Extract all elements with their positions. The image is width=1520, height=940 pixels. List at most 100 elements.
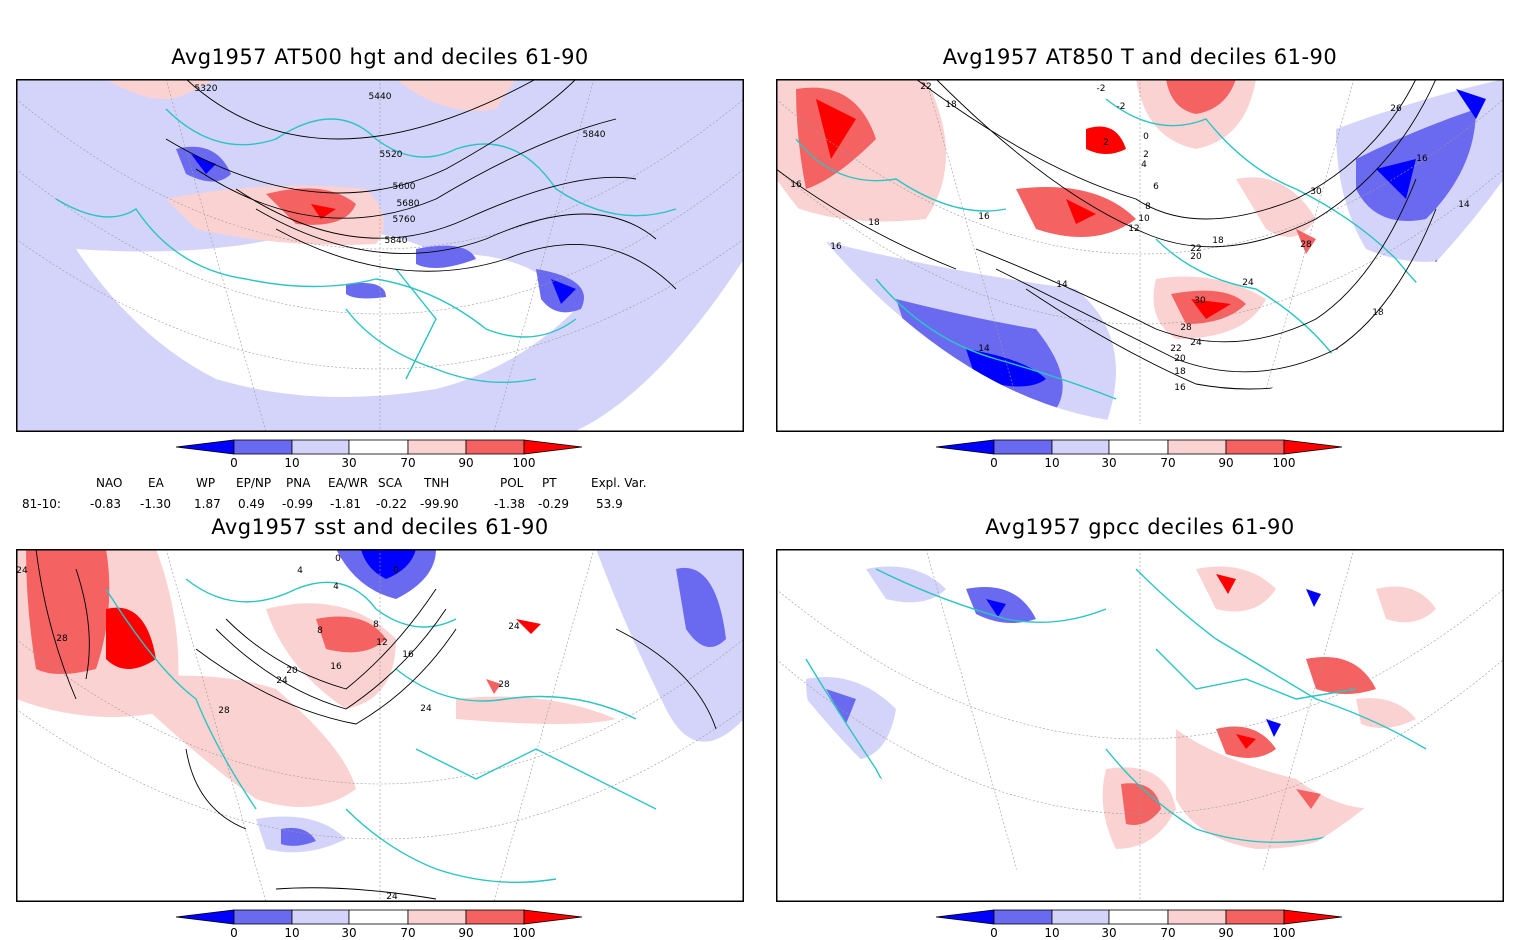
svg-text:4: 4 [297,566,303,576]
decile-field [1066,199,1096,224]
contour-label: 5840 [583,130,606,140]
colorbar-tick-label: 70 [1160,926,1175,940]
index-header: POL [500,476,524,490]
colorbar-tick-label: 70 [400,456,415,470]
colorbar-segment [407,909,467,925]
svg-text:16: 16 [830,242,842,252]
svg-text:18: 18 [1372,308,1384,318]
colorbar-segment [523,439,583,455]
colorbar-segment [233,439,293,455]
svg-text:28: 28 [1300,240,1312,250]
colorbar-segment [993,909,1053,925]
colorbar-segment [935,909,995,925]
colorbar-segment [175,439,235,455]
decile-field [281,827,316,846]
decile-field [26,549,110,674]
colorbar-t850: 0 10 30 70 90 100 [935,439,1343,470]
svg-text:22: 22 [1170,344,1181,354]
svg-text:16: 16 [1416,154,1428,164]
svg-text:14: 14 [978,344,990,354]
svg-text:14: 14 [1458,200,1470,210]
svg-text:8: 8 [317,626,323,636]
decile-field [486,679,501,694]
colorbar-segment [348,909,409,925]
svg-text:12: 12 [376,638,387,648]
decile-field [316,616,386,653]
index-header: NAO [96,476,123,490]
colorbar-tick-label: 100 [513,926,536,940]
svg-text:14: 14 [1434,260,1446,270]
index-value: -0.99 [282,497,314,511]
decile-field [106,79,216,99]
colorbar-tick-label: 0 [990,456,998,470]
colorbar-tick-label: 10 [284,926,299,940]
svg-text:18: 18 [1334,348,1346,358]
decile-field [346,282,386,299]
coastlines [805,568,1427,844]
temperature-contours [776,79,1467,390]
svg-text:24: 24 [508,622,520,632]
graticule [16,79,744,432]
decile-field [1356,109,1476,221]
index-header: PNA [286,476,311,490]
colorbar-segment [1108,909,1169,925]
svg-text:4: 4 [333,582,339,592]
colorbar-tick-label: 0 [230,926,238,940]
decile-field [516,619,541,634]
index-header: Expl. Var. [591,476,647,490]
index-row-label: 81-10: [22,497,61,511]
panel-title-gpcc: Avg1957 gpcc deciles 61-90 [985,515,1295,539]
colorbar-segment [348,439,409,455]
svg-text:24: 24 [386,892,398,902]
decile-field [551,279,576,304]
svg-text:8: 8 [1145,202,1151,212]
decile-field [816,99,856,159]
decile-field [1376,159,1416,199]
svg-text:16: 16 [330,662,342,672]
decile-field [1191,299,1231,319]
colorbar-segment [1167,909,1227,925]
svg-text:2: 2 [1143,150,1149,160]
map-panel-t850: 22 18 -2 -2 2 0 2 4 26 16 16 6 8 10 12 3… [776,79,1504,432]
colorbar-segment [1283,909,1343,925]
svg-text:28: 28 [56,634,68,644]
colorbar-segment [233,909,293,925]
svg-text:16: 16 [1174,383,1186,393]
contour-labels: 22 18 -2 -2 2 0 2 4 26 16 16 6 8 10 12 3… [790,82,1470,408]
decile-field [1166,79,1236,114]
colorbar-tick-label: 100 [513,456,536,470]
decile-field [456,696,616,724]
svg-text:20: 20 [286,666,298,676]
colorbar-tick-label: 30 [341,926,356,940]
decile-field [416,245,476,268]
colorbar-tick-label: 10 [1044,456,1059,470]
contour-label: 5520 [380,150,403,160]
colorbar-hgt500: 0 10 30 70 90 100 [175,439,583,470]
colorbar-tick-label: 30 [341,456,356,470]
colorbar-tick-label: 90 [458,456,473,470]
index-value: -99.90 [420,497,459,511]
index-header: EA [148,476,164,490]
svg-text:20: 20 [1174,354,1186,364]
colorbar-tick-label: 100 [1273,926,1296,940]
colorbar-tick-label: 70 [1160,456,1175,470]
map-panel-gpcc [776,549,1504,902]
svg-text:16: 16 [858,296,870,306]
index-value: -0.83 [90,497,122,511]
svg-text:0: 0 [393,566,399,576]
graticule [776,79,1504,424]
coastlines [105,578,657,884]
decile-field [361,549,416,579]
svg-text:2: 2 [1103,138,1109,148]
panel-title-hgt500: Avg1957 AT500 hgt and deciles 61-90 [171,45,589,69]
panel-title-sst: Avg1957 sst and deciles 61-90 [211,515,549,539]
svg-text:-2: -2 [1097,84,1106,94]
svg-text:4: 4 [1141,160,1147,170]
colorbar-segment [1167,439,1227,455]
index-header: EP/NP [236,476,272,490]
svg-text:28: 28 [498,680,510,690]
colorbar-segment [407,439,467,455]
coastlines [55,108,677,384]
contour-labels: 5320 5440 5520 5600 5680 5760 5840 5840 [195,84,606,246]
svg-text:16: 16 [978,212,990,222]
